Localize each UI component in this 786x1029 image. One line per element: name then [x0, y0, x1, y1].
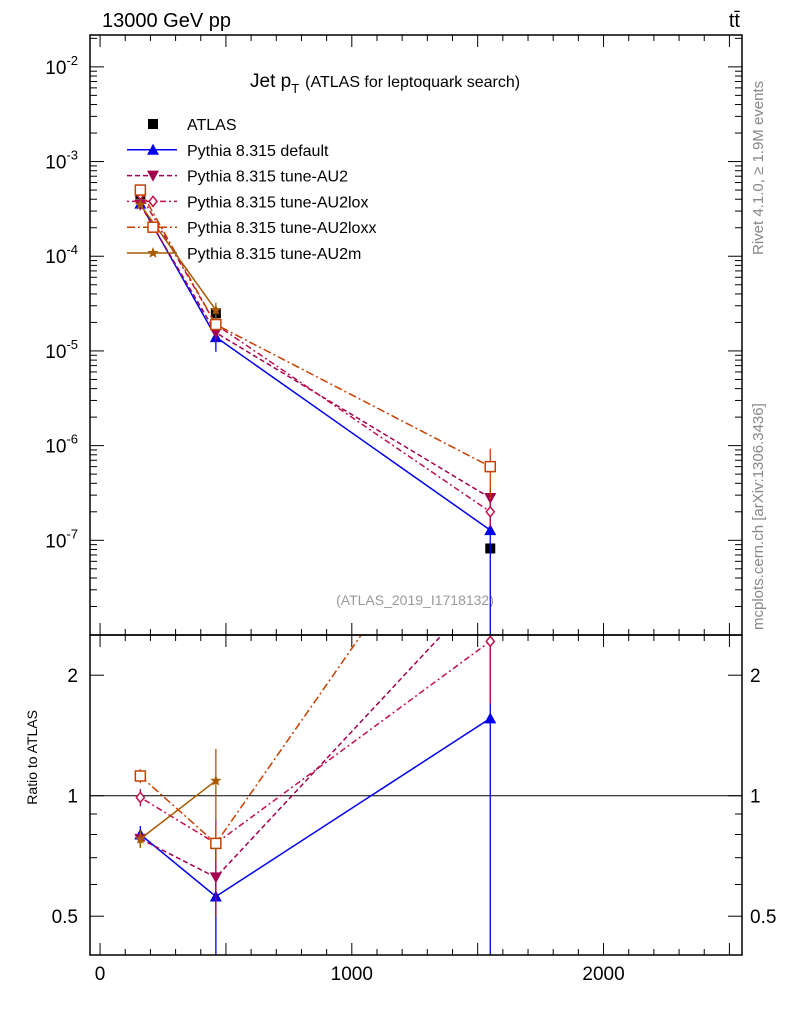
series-1 [134, 197, 497, 635]
ratio-tick-label: 1 [67, 787, 78, 808]
series-0 [135, 189, 496, 554]
legend-marker [147, 143, 159, 155]
y-tick-label: 10-4 [45, 242, 78, 268]
ratio-tick-label: 2 [67, 666, 78, 687]
legend: ATLAS Pythia 8.315 default Pythia 8.315 tu… [127, 117, 376, 263]
analysis-label: (ATLAS_2019_I1718132) [336, 592, 494, 608]
mcplots-label: mcplots.cern.ch [arXiv:1306.3436] [750, 403, 767, 630]
legend-marker [147, 221, 159, 233]
legend-label: Pythia 8.315 tune-AU2 [187, 169, 348, 186]
ratio-tick-label: 0.5 [52, 907, 78, 928]
legend-marker [148, 119, 158, 129]
data-point [484, 524, 497, 536]
x-tick-label: 1000 [331, 964, 373, 985]
ratio-line [139, 780, 217, 840]
ratio-point [135, 791, 146, 804]
series-3 [135, 188, 496, 527]
rivet-label: Rivet 4.1.0, ≥ 1.9M events [750, 81, 767, 255]
title-sub: T [291, 81, 299, 96]
ratio-tick-label-right: 1 [750, 787, 761, 808]
ratio-point [484, 712, 497, 724]
series-line [139, 194, 491, 513]
ratio-line [139, 634, 362, 845]
chart-title: Jet pT (ATLAS for leptoquark search) [250, 71, 520, 96]
ratio-line [140, 634, 443, 879]
y-tick-exponent: -2 [66, 53, 78, 68]
ratio-ylabel: Ratio to ATLAS [24, 710, 40, 805]
ratio-series-4 [134, 634, 362, 862]
y-tick-label: 10-6 [45, 432, 78, 458]
series-line [139, 189, 491, 468]
legend-marker [147, 247, 159, 258]
y-tick-exponent: -5 [66, 337, 78, 352]
y-tick-exponent: -4 [66, 242, 78, 257]
ratio-line [139, 640, 491, 845]
data-point [209, 327, 222, 339]
ratio-series-2 [134, 634, 443, 917]
header-left: 13000 GeV pp [102, 10, 231, 32]
y-tick-exponent: -6 [66, 432, 78, 447]
y-tick-exponent: -7 [66, 526, 78, 541]
data-point [485, 505, 496, 519]
title-rest: (ATLAS for leptoquark search) [305, 74, 520, 91]
series-4 [134, 184, 497, 500]
legend-label: ATLAS [187, 117, 237, 134]
ratio-point [210, 837, 222, 850]
y-tick-label: 10-2 [45, 53, 78, 79]
legend-marker [147, 170, 159, 182]
ratio-point [134, 832, 147, 844]
ratio-frame [89, 634, 743, 956]
legend-label: Pythia 8.315 tune-AU2lox [187, 194, 368, 211]
x-tick-label: 2000 [582, 964, 624, 985]
y-tick-exponent: -3 [66, 148, 78, 163]
ratio-series-3 [135, 635, 496, 872]
ratio-line [139, 717, 491, 898]
data-point [134, 184, 147, 196]
ratio-point [210, 774, 222, 786]
ratio-series-5 [134, 749, 222, 848]
ratio-series-1 [134, 635, 497, 955]
data-point [210, 318, 222, 331]
legend-marker [148, 195, 158, 208]
ratio-tick-label-right: 2 [750, 666, 761, 687]
legend-label: Pythia 8.315 default [187, 143, 329, 160]
data-point [484, 460, 497, 473]
ratio-tick-label-right: 0.5 [750, 907, 776, 928]
y-tick-label: 10-3 [45, 148, 78, 174]
y-tick-label: 10-7 [45, 526, 78, 552]
title-main: Jet p [250, 71, 291, 92]
legend-label: Pythia 8.315 tune-AU2m [187, 246, 361, 263]
ratio-point [134, 770, 147, 782]
ratio-point [485, 635, 496, 648]
y-tick-label: 10-5 [45, 337, 78, 363]
ratio-point [209, 872, 222, 884]
legend-label: Pythia 8.315 tune-AU2loxx [187, 220, 376, 237]
header-right: tt̄ [729, 10, 741, 32]
data-point [210, 304, 222, 315]
x-tick-label: 0 [95, 964, 106, 985]
data-point [134, 198, 147, 210]
